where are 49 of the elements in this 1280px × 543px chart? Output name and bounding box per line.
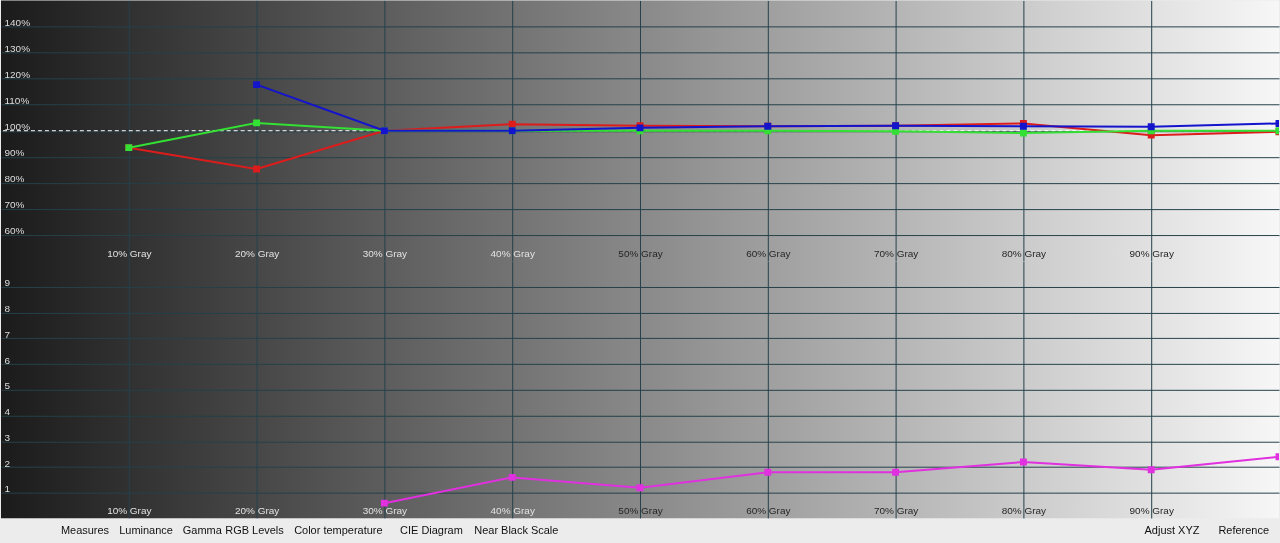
y-tick-label: 8 — [4, 303, 11, 315]
x-tick-label: 80% Gray — [1001, 247, 1047, 259]
y-tick-label: 5 — [4, 380, 11, 392]
y-tick-label: 70% — [4, 199, 25, 211]
y-tick-label: 80% — [4, 173, 25, 185]
y-tick-label: 3 — [4, 431, 11, 443]
point — [253, 119, 261, 127]
x-tick-label: 80% Gray — [1001, 505, 1047, 517]
text: Color temperature — [294, 523, 383, 536]
y-tick-label: 90% — [4, 147, 25, 159]
text: Luminance — [119, 523, 173, 536]
x-tick-label: 40% Gray — [490, 505, 535, 517]
x-tick-label: 50% Gray — [618, 505, 663, 517]
y-tick-label: 7 — [4, 328, 11, 340]
x-tick-label: 70% Gray — [873, 247, 919, 259]
y-tick-label: 140% — [4, 16, 31, 28]
text: Adjust XYZ — [1144, 523, 1200, 536]
x-tick-label: 40% Gray — [490, 247, 535, 259]
point — [1019, 129, 1027, 137]
y-tick-label: 110% — [4, 95, 30, 107]
y-tick-label: 2 — [4, 457, 11, 469]
x-tick-label: 10% Gray — [107, 247, 152, 259]
x-tick-label: 10% Gray — [107, 505, 152, 517]
text: Gamma — [182, 523, 223, 536]
y-tick-label: 6 — [4, 354, 11, 366]
x-tick-label: 20% Gray — [234, 505, 280, 517]
y-tick-label: 1 — [4, 483, 11, 495]
text: Measures — [60, 523, 110, 536]
x-tick-label: 30% Gray — [362, 505, 408, 517]
x-tick-label: 60% Gray — [746, 505, 791, 517]
y-tick-label: 100% — [4, 121, 31, 133]
y-tick-label: 60% — [4, 225, 25, 237]
x-tick-label: 20% Gray — [234, 247, 280, 259]
x-tick-label: 60% Gray — [746, 247, 791, 259]
x-tick-label: 70% Gray — [873, 505, 919, 517]
x-tick-label: 90% Gray — [1129, 247, 1174, 259]
x-tick-label: 90% Gray — [1129, 505, 1174, 517]
point — [1147, 123, 1155, 131]
text: Near Black Scale — [474, 523, 559, 536]
text: Reference — [1218, 523, 1270, 536]
y-tick-label: 4 — [4, 406, 11, 418]
y-tick-label: 120% — [4, 69, 31, 81]
x-tick-label: 30% Gray — [362, 247, 408, 259]
point — [253, 81, 261, 89]
text: CIE Diagram — [400, 523, 463, 536]
y-tick-label: 130% — [4, 43, 31, 55]
x-tick-label: 50% Gray — [618, 247, 663, 259]
y-tick-label: 9 — [4, 277, 11, 289]
text: RGB Levels — [225, 523, 285, 536]
